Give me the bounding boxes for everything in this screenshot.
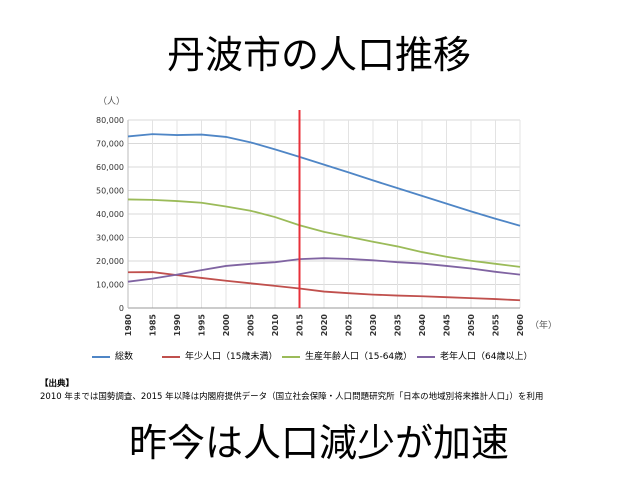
y-tick-label: 20,000: [96, 257, 124, 266]
x-tick-label: 2000: [222, 314, 231, 337]
legend-label: 老年人口（64歳以上）: [440, 352, 533, 362]
y-tick-label: 60,000: [96, 163, 124, 172]
x-tick-label: 2015: [296, 314, 305, 337]
legend-swatch: [417, 355, 435, 358]
legend-item: 老年人口（64歳以上）: [417, 350, 532, 364]
x-tick-label: 1980: [124, 314, 133, 337]
y-tick-label: 30,000: [96, 234, 124, 243]
source-heading: 【出典】: [40, 379, 75, 389]
x-tick-label: 1985: [149, 314, 158, 337]
population-line-chart: （人） 0 10,000 20,000 30,000 40,000 50,000 60,000…: [96, 96, 557, 337]
legend-swatch: [162, 355, 180, 358]
slide-title: 丹波市の人口推移: [166, 33, 471, 77]
x-tick-label: 2005: [247, 314, 256, 337]
x-tick-label: 2035: [394, 314, 403, 337]
x-tick-label: 2025: [345, 314, 354, 337]
series-line-老年人口（64歳以上）: [127, 257, 521, 283]
x-tick-label: 1990: [173, 314, 182, 337]
chart-legend: 総数 年少人口（15歳未満） 生産年齢人口（15-64歳） 老年人口（64歳以上）: [92, 350, 612, 364]
series-line-年少人口（15歳未満）: [127, 271, 521, 302]
legend-label: 総数: [115, 352, 134, 362]
x-tick-label: 2060: [516, 314, 525, 337]
legend-swatch: [282, 355, 300, 358]
y-tick-label: 0: [119, 304, 124, 313]
y-axis-unit-label: （人）: [98, 96, 125, 107]
legend-label: 生産年齢人口（15-64歳）: [305, 352, 413, 362]
y-tick-label: 70,000: [96, 140, 124, 149]
legend-item: 生産年齢人口（15-64歳）: [282, 350, 412, 364]
x-tick-label: 1995: [198, 314, 207, 337]
chart-area: （人） 0 10,000 20,000 30,000 40,000 50,000 60,000…: [70, 90, 610, 370]
legend-item: 年少人口（15歳未満）: [162, 350, 277, 364]
y-tick-label: 10,000: [96, 281, 124, 290]
source-note: 【出典】 2010 年までは国勢調査、2015 年以降は内閣府提供データ（国立社…: [40, 378, 620, 404]
x-tick-label: 2030: [369, 314, 378, 337]
x-tick-label: 2020: [320, 314, 329, 337]
series-line-生産年齢人口（15-64歳）: [127, 198, 521, 268]
legend-label: 年少人口（15歳未満）: [185, 352, 278, 362]
y-tick-label: 40,000: [96, 210, 124, 219]
y-tick-label: 80,000: [96, 116, 124, 125]
x-tick-label: 2055: [492, 314, 501, 337]
y-tick-label: 50,000: [96, 187, 124, 196]
x-tick-label: 2040: [418, 314, 427, 337]
series-line-総数: [127, 133, 521, 227]
legend-item: 総数: [92, 350, 133, 364]
x-tick-label: 2050: [467, 314, 476, 337]
slide-footer-caption: 昨今は人口減少が加速: [128, 421, 509, 465]
legend-swatch: [92, 355, 110, 358]
source-text: 2010 年までは国勢調査、2015 年以降は内閣府提供データ（国立社会保障・人…: [40, 392, 544, 402]
x-axis-unit-label: （年）: [530, 319, 557, 331]
x-tick-label: 2010: [271, 314, 280, 337]
x-tick-label: 2045: [443, 314, 452, 337]
